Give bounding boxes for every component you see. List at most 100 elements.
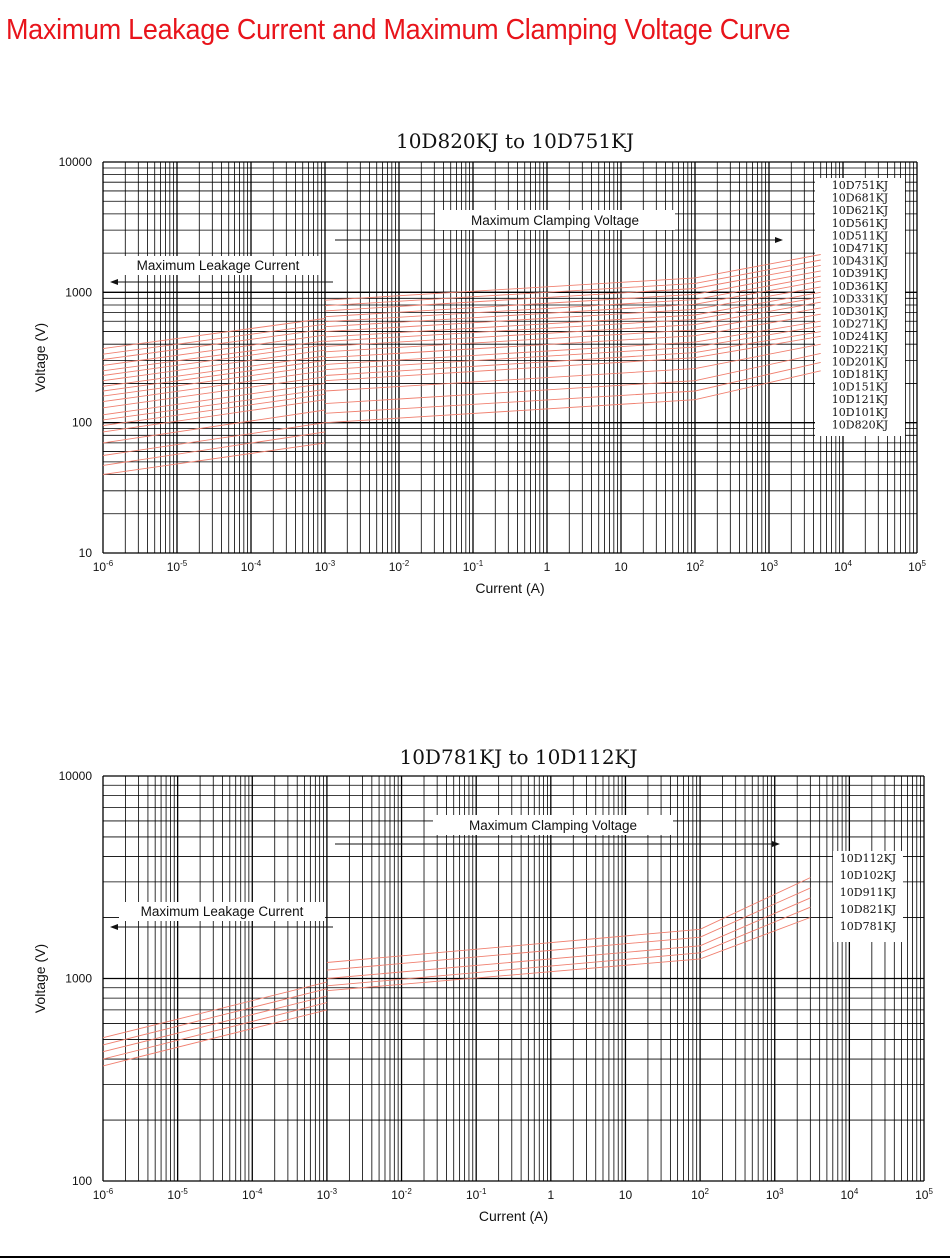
- leakage-curve: [102, 318, 326, 350]
- series-label: 10D201KJ: [832, 355, 888, 368]
- series-label: 10D511KJ: [832, 229, 888, 242]
- x-tick-label: 10-6: [93, 1187, 114, 1202]
- series-label: 10D361KJ: [832, 280, 888, 293]
- clamping-curve: [324, 320, 821, 365]
- series-label: 10D911KJ: [840, 886, 896, 899]
- series-label: 10D561KJ: [832, 217, 888, 230]
- x-tick-label: 1: [544, 560, 551, 574]
- leakage-curve: [102, 344, 326, 376]
- series-label: 10D821KJ: [840, 903, 896, 916]
- leakage-curve: [102, 370, 326, 403]
- leakage-curve: [102, 988, 328, 1046]
- leakage-arrow-head: [110, 924, 118, 930]
- clamping-curve: [324, 370, 821, 424]
- clamping-curve: [324, 352, 821, 405]
- leakage-curve: [102, 376, 326, 409]
- leakage-curve: [102, 399, 326, 433]
- leakage-curve: [102, 334, 326, 366]
- y-tick-label: 100: [72, 1174, 92, 1188]
- clamping-curve: [324, 331, 821, 376]
- clamping-curve: [324, 275, 821, 323]
- curves: [102, 877, 811, 1067]
- y-axis-label: Voltage (V): [32, 944, 48, 1013]
- clamping-curve: [324, 254, 821, 301]
- x-tick-label: 1: [547, 1188, 554, 1202]
- series-label: 10D112KJ: [840, 852, 896, 865]
- clamping-curve: [326, 906, 811, 987]
- chart-bottom: 10D781KJ to 10D112KJ 10D112KJ 10D102KJ 10D9…: [32, 745, 933, 1224]
- x-tick-label: 10-4: [242, 1187, 263, 1202]
- x-tick-label: 104: [834, 559, 852, 574]
- y-tick-label: 10: [79, 546, 93, 560]
- leakage-curve: [102, 328, 326, 360]
- x-tick-label: 103: [766, 1187, 784, 1202]
- leakage-annotation: Maximum Leakage Current: [137, 258, 300, 273]
- series-label-box: [815, 178, 905, 436]
- series-label: 10D681KJ: [832, 192, 888, 205]
- x-tick-label: 102: [686, 559, 704, 574]
- clamping-curve: [324, 291, 821, 338]
- series-label: 10D102KJ: [840, 869, 896, 882]
- clamping-curve: [326, 917, 811, 992]
- clamping-curve: [324, 286, 821, 333]
- x-tick-label: 10-1: [463, 559, 484, 574]
- clamping-curve: [326, 897, 811, 979]
- x-tick-label: 10-3: [317, 1187, 338, 1202]
- bottom-rule: [0, 1256, 950, 1258]
- series-label: 10D101KJ: [832, 406, 888, 419]
- clamping-curve: [324, 325, 821, 371]
- clamping-curve: [324, 307, 821, 353]
- annotation-bg: [433, 815, 673, 835]
- series-label: 10D431KJ: [832, 255, 888, 268]
- y-tick-label: 10000: [59, 155, 93, 169]
- grid: [102, 775, 925, 1182]
- leakage-curve: [102, 442, 326, 475]
- leakage-curve: [102, 409, 326, 444]
- y-tick-label: 1000: [65, 285, 92, 299]
- leakage-curve: [102, 1009, 328, 1067]
- series-label: 10D621KJ: [832, 204, 888, 217]
- x-tick-label: 105: [908, 559, 926, 574]
- x-tick-label: 10-2: [389, 559, 410, 574]
- leakage-curve: [102, 360, 326, 392]
- leakage-arrow-head: [110, 279, 118, 285]
- x-tick-label: 103: [760, 559, 778, 574]
- clamping-curve: [326, 887, 811, 971]
- y-tick-label: 1000: [65, 972, 92, 986]
- clamping-curve: [324, 313, 821, 359]
- series-label: 10D301KJ: [832, 305, 888, 318]
- clamping-curve: [324, 335, 821, 382]
- x-tick-label: 10: [619, 1188, 633, 1202]
- clamping-annotation: Maximum Clamping Voltage: [469, 818, 637, 833]
- x-tick-label: 10-5: [167, 559, 188, 574]
- series-label: 10D751KJ: [832, 179, 888, 192]
- series-label: 10D471KJ: [832, 242, 888, 255]
- clamping-curve: [324, 264, 821, 312]
- series-label: 10D121KJ: [832, 393, 888, 406]
- leakage-curve: [102, 382, 326, 416]
- x-tick-label: 10-2: [391, 1187, 412, 1202]
- x-tick-label: 10-6: [93, 559, 114, 574]
- series-label: 10D221KJ: [832, 343, 888, 356]
- x-tick-label: 10-1: [466, 1187, 487, 1202]
- leakage-curve: [102, 431, 326, 466]
- clamping-curve: [326, 877, 811, 963]
- leakage-curve: [102, 323, 326, 355]
- series-label: 10D391KJ: [832, 267, 888, 280]
- leakage-curve: [102, 1002, 328, 1060]
- x-axis-label: Current (A): [479, 1208, 548, 1224]
- leakage-annotation: Maximum Leakage Current: [141, 904, 304, 919]
- y-tick-label: 100: [72, 416, 92, 430]
- leakage-curve: [102, 355, 326, 387]
- leakage-curve: [102, 388, 326, 421]
- clamping-arrow-head: [775, 237, 783, 243]
- clamping-curve: [324, 259, 821, 307]
- clamping-curve: [324, 361, 821, 414]
- series-label: 10D151KJ: [832, 381, 888, 394]
- series-label: 10D271KJ: [832, 318, 888, 331]
- x-tick-label: 105: [915, 1187, 933, 1202]
- curves: [102, 254, 821, 475]
- chart-top: 10D820KJ to 10D751KJ 10D751KJ10D681KJ10D6…: [32, 129, 926, 596]
- leakage-curve: [102, 393, 326, 427]
- clamping-curve: [324, 270, 821, 318]
